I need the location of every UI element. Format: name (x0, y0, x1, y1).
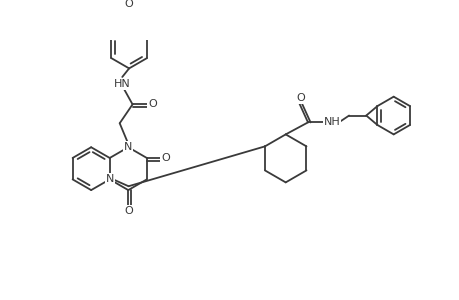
Text: O: O (124, 0, 133, 9)
Text: O: O (161, 153, 170, 163)
Text: HN: HN (114, 79, 130, 89)
Text: O: O (161, 153, 170, 163)
Text: O: O (123, 206, 132, 216)
Text: N: N (105, 174, 114, 184)
Text: HN: HN (114, 79, 130, 89)
Text: O: O (148, 99, 157, 110)
Text: N: N (105, 174, 114, 184)
Text: O: O (123, 206, 132, 216)
Text: NH: NH (323, 117, 340, 128)
Text: N: N (124, 142, 132, 152)
Text: O: O (295, 93, 304, 103)
Text: NH: NH (323, 117, 340, 128)
Text: O: O (124, 0, 133, 9)
Text: N: N (124, 142, 132, 152)
Text: O: O (148, 99, 157, 110)
Text: O: O (295, 93, 304, 103)
